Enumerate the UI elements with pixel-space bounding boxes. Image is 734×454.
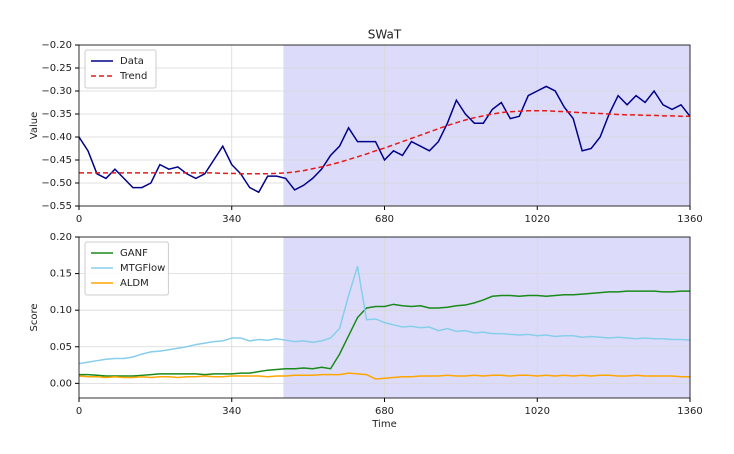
x-tick-label: 1020 (525, 214, 550, 225)
y-tick-label: 0.15 (50, 269, 72, 280)
x-tick-label: 1360 (677, 214, 702, 225)
series-line (79, 372, 690, 380)
y-axis-label: Score (29, 303, 40, 331)
x-axis-label: Time (371, 419, 396, 430)
y-tick-label: −0.35 (41, 109, 72, 120)
legend-box (84, 49, 157, 89)
y-tick-label: 0.05 (50, 342, 72, 353)
legend-label: MTGFlow (120, 263, 165, 274)
legend-label: ALDM (120, 278, 149, 289)
series-line (79, 290, 690, 377)
subplot: 0 340 680 1020 1360 −0.55 −0.50 −0.45 −0.40 −0.35… (29, 28, 703, 226)
y-tick-label: −0.25 (41, 63, 72, 74)
x-tick-label: 340 (222, 214, 241, 225)
subplot: 0 340 680 1020 1360 0.00 0.05 0.10 0.15 0.20 Time S… (29, 232, 703, 430)
series-line (79, 266, 690, 365)
y-tick-label: −0.40 (41, 132, 72, 143)
y-axis-label: Value (29, 112, 40, 139)
y-tick-label: −0.30 (41, 86, 72, 97)
x-tick-label: 340 (222, 406, 241, 417)
y-tick-label: −0.45 (41, 155, 72, 166)
series-line (79, 85, 690, 194)
legend-label: Trend (119, 71, 147, 82)
y-tick-label: −0.50 (41, 178, 72, 189)
legend-box (84, 241, 169, 296)
y-tick-label: −0.20 (41, 40, 72, 51)
x-tick-label: 1020 (525, 406, 550, 417)
legend-label: Data (120, 56, 144, 67)
y-tick-label: 0.10 (50, 305, 72, 316)
x-tick-label: 680 (375, 214, 394, 225)
x-tick-label: 0 (76, 214, 82, 225)
x-tick-label: 0 (76, 406, 82, 417)
plot-frame (78, 236, 691, 399)
highlight-region (283, 45, 690, 206)
chart-title: SWaT (368, 28, 402, 42)
y-tick-label: 0.00 (50, 378, 72, 389)
legend-label: GANF (120, 248, 148, 259)
plot-frame (78, 44, 691, 207)
x-tick-label: 680 (375, 406, 394, 417)
x-tick-label: 1360 (677, 406, 702, 417)
series-line (79, 110, 690, 175)
highlight-region (283, 237, 690, 398)
y-tick-label: 0.20 (50, 232, 72, 243)
y-tick-label: −0.55 (41, 201, 72, 212)
